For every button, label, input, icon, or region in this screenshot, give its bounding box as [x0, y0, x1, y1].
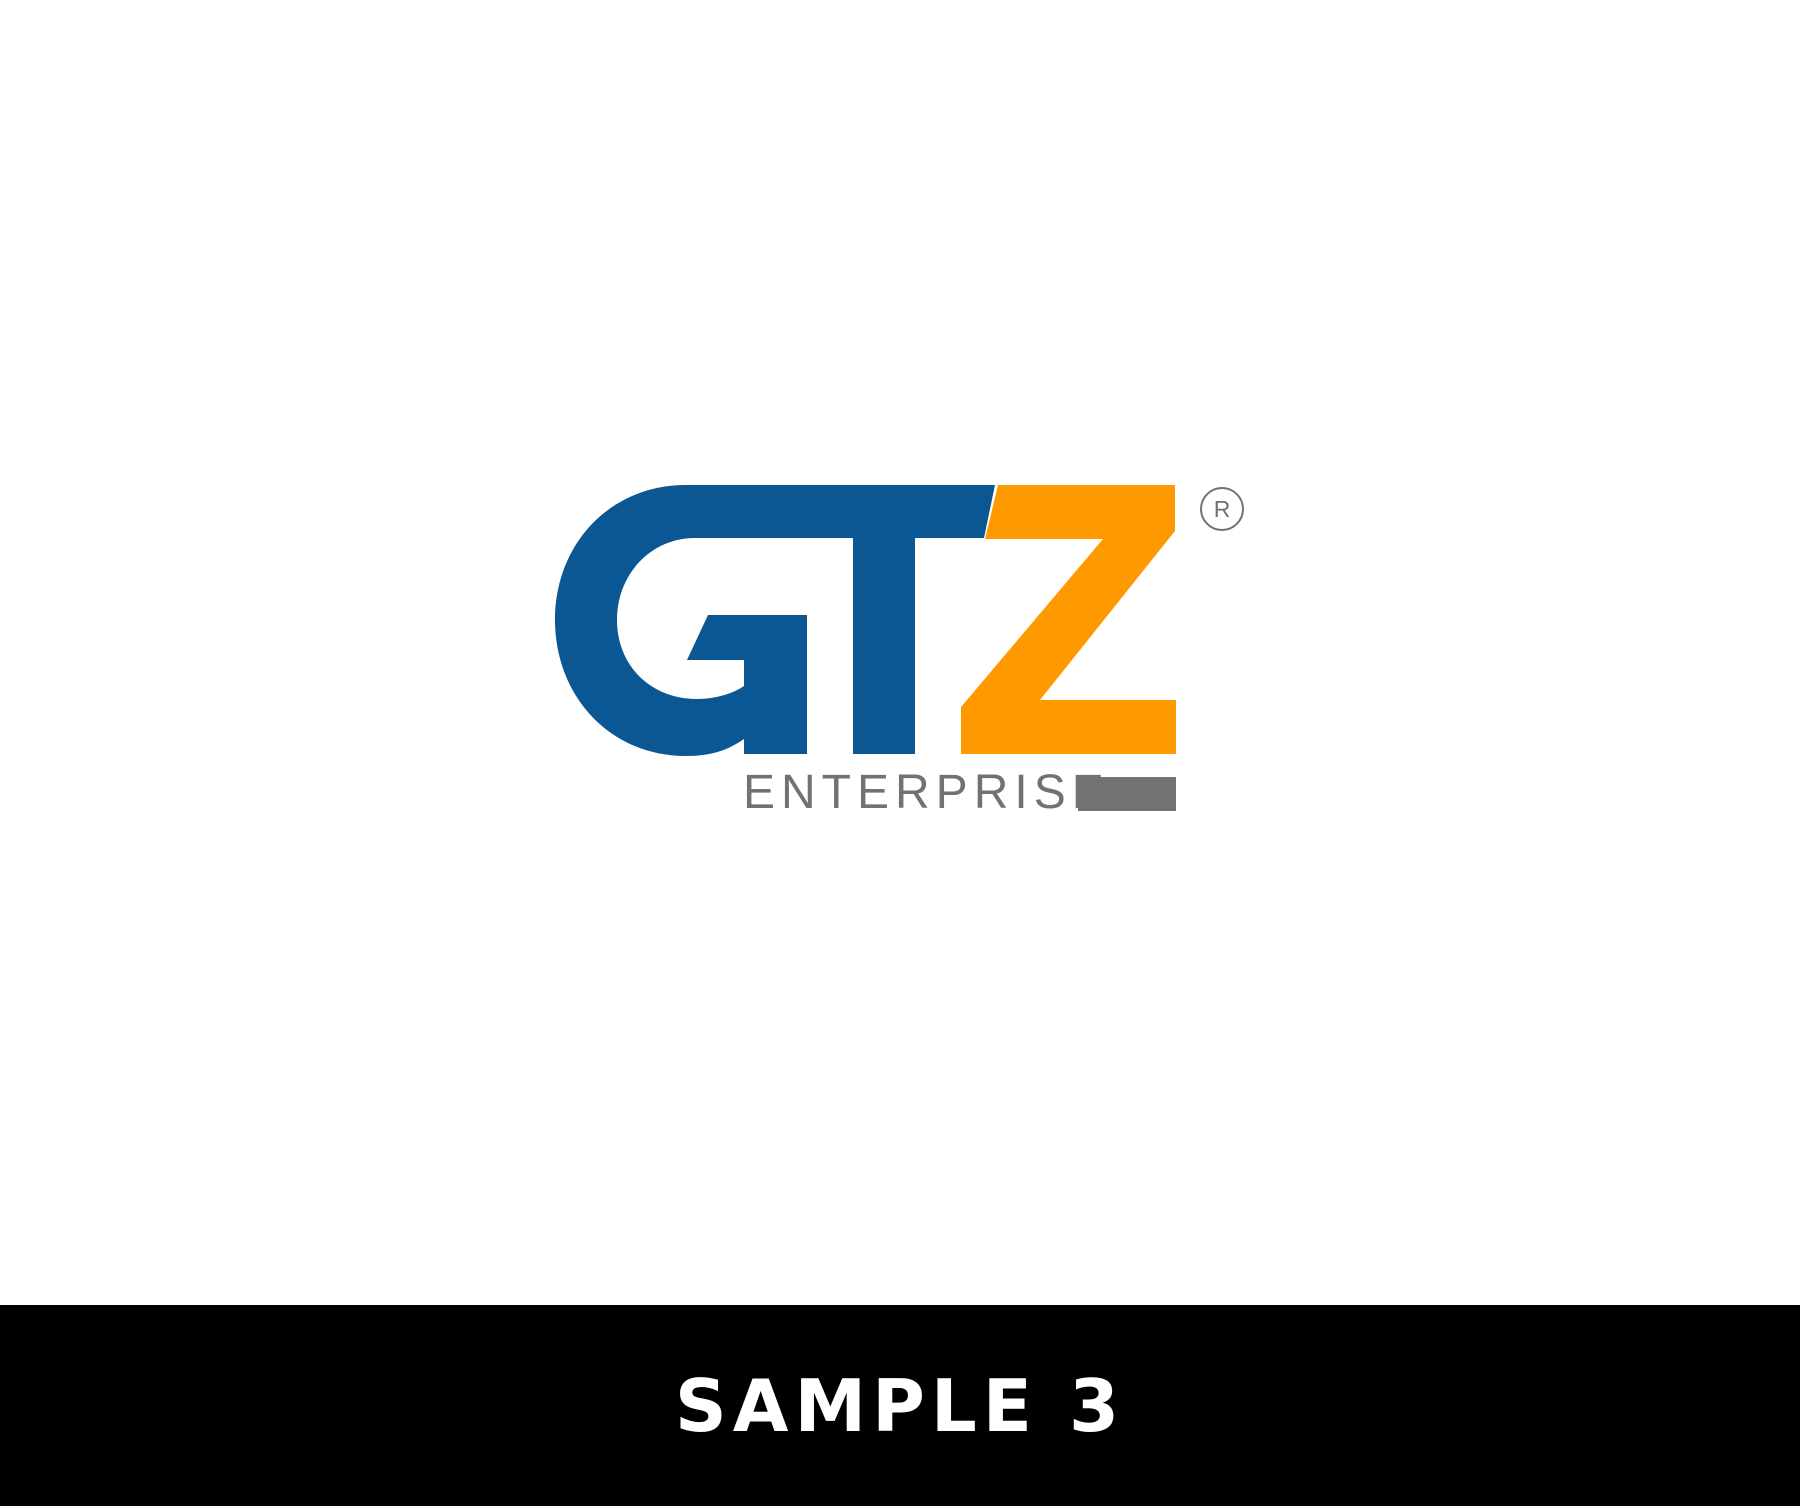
- gtz-logo-monogram: [555, 485, 1176, 756]
- registered-trademark-icon: R: [1200, 487, 1244, 531]
- footer-bar: SAMPLE 3: [0, 1305, 1800, 1506]
- tagline-bar: [1078, 777, 1176, 811]
- sample-label: SAMPLE 3: [674, 1363, 1126, 1448]
- logo-letter-z: [961, 485, 1176, 754]
- logo-letter-g: [555, 485, 995, 756]
- logo-tagline: ENTERPRISE: [743, 766, 1110, 819]
- logo-letter-t: [853, 538, 915, 754]
